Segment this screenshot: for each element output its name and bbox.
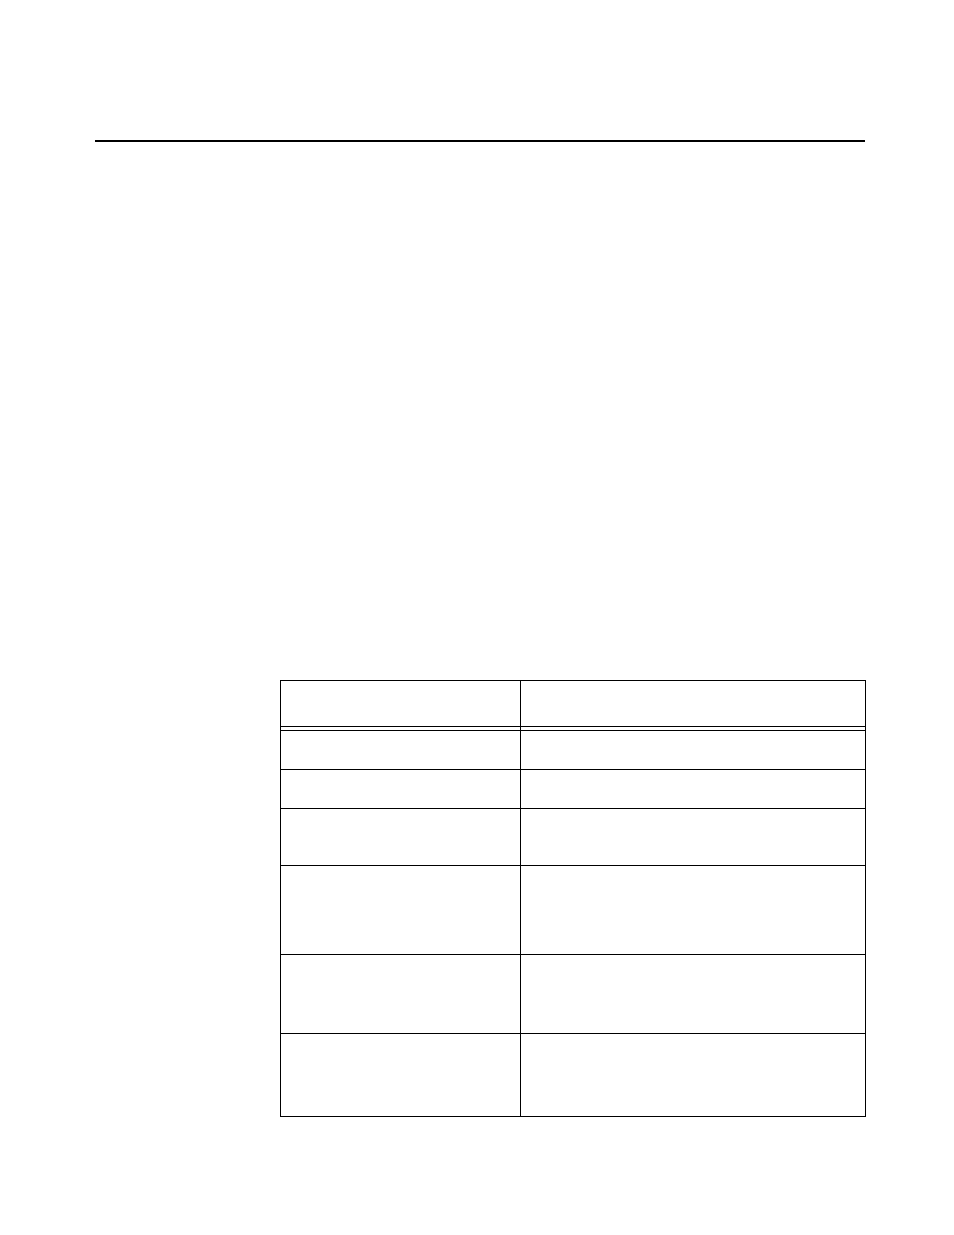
table-row (281, 731, 866, 770)
table-header-cell (521, 681, 866, 727)
document-page (0, 0, 954, 1235)
table-row (281, 681, 866, 727)
table-row (281, 809, 866, 866)
data-table (280, 680, 866, 1117)
header-rule (95, 140, 865, 142)
table-cell (521, 866, 866, 955)
table-cell (521, 1034, 866, 1117)
table-cell (281, 955, 521, 1034)
table-cell (281, 770, 521, 809)
table-cell (281, 731, 521, 770)
table-row (281, 1034, 866, 1117)
table-row (281, 866, 866, 955)
table-cell (521, 731, 866, 770)
table-cell (281, 809, 521, 866)
table-cell (521, 955, 866, 1034)
table-cell (281, 866, 521, 955)
table-row (281, 770, 866, 809)
table-cell (521, 770, 866, 809)
table-header-cell (281, 681, 521, 727)
table-row (281, 955, 866, 1034)
table-cell (281, 1034, 521, 1117)
table-cell (521, 809, 866, 866)
